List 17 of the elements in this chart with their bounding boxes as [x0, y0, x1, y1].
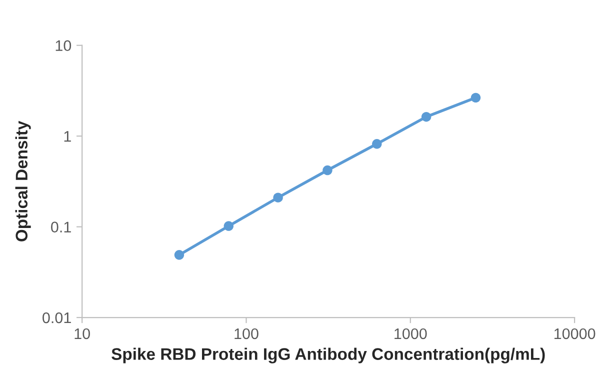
x-tick-label: 1000 [394, 328, 427, 340]
x-tick-label: 100 [234, 328, 258, 340]
x-tick-label: 10 [74, 328, 90, 340]
point [224, 221, 234, 231]
y-tick-label: 0.01 [42, 312, 71, 324]
point [273, 192, 283, 202]
point [322, 165, 332, 176]
x-axis-title: Spike RBD Protein IgG Antibody Concentration(pg/mL) [112, 348, 545, 364]
y-tick-label: 1 [64, 131, 71, 142]
x-tick-label: 10000 [554, 328, 596, 340]
point [421, 112, 432, 122]
point [372, 139, 382, 149]
point [174, 250, 184, 260]
y-axis-title: Optical Density [15, 120, 31, 242]
point [470, 92, 481, 103]
y-tick-label: 0.1 [51, 222, 71, 232]
y-tick-label: 10 [56, 40, 72, 52]
